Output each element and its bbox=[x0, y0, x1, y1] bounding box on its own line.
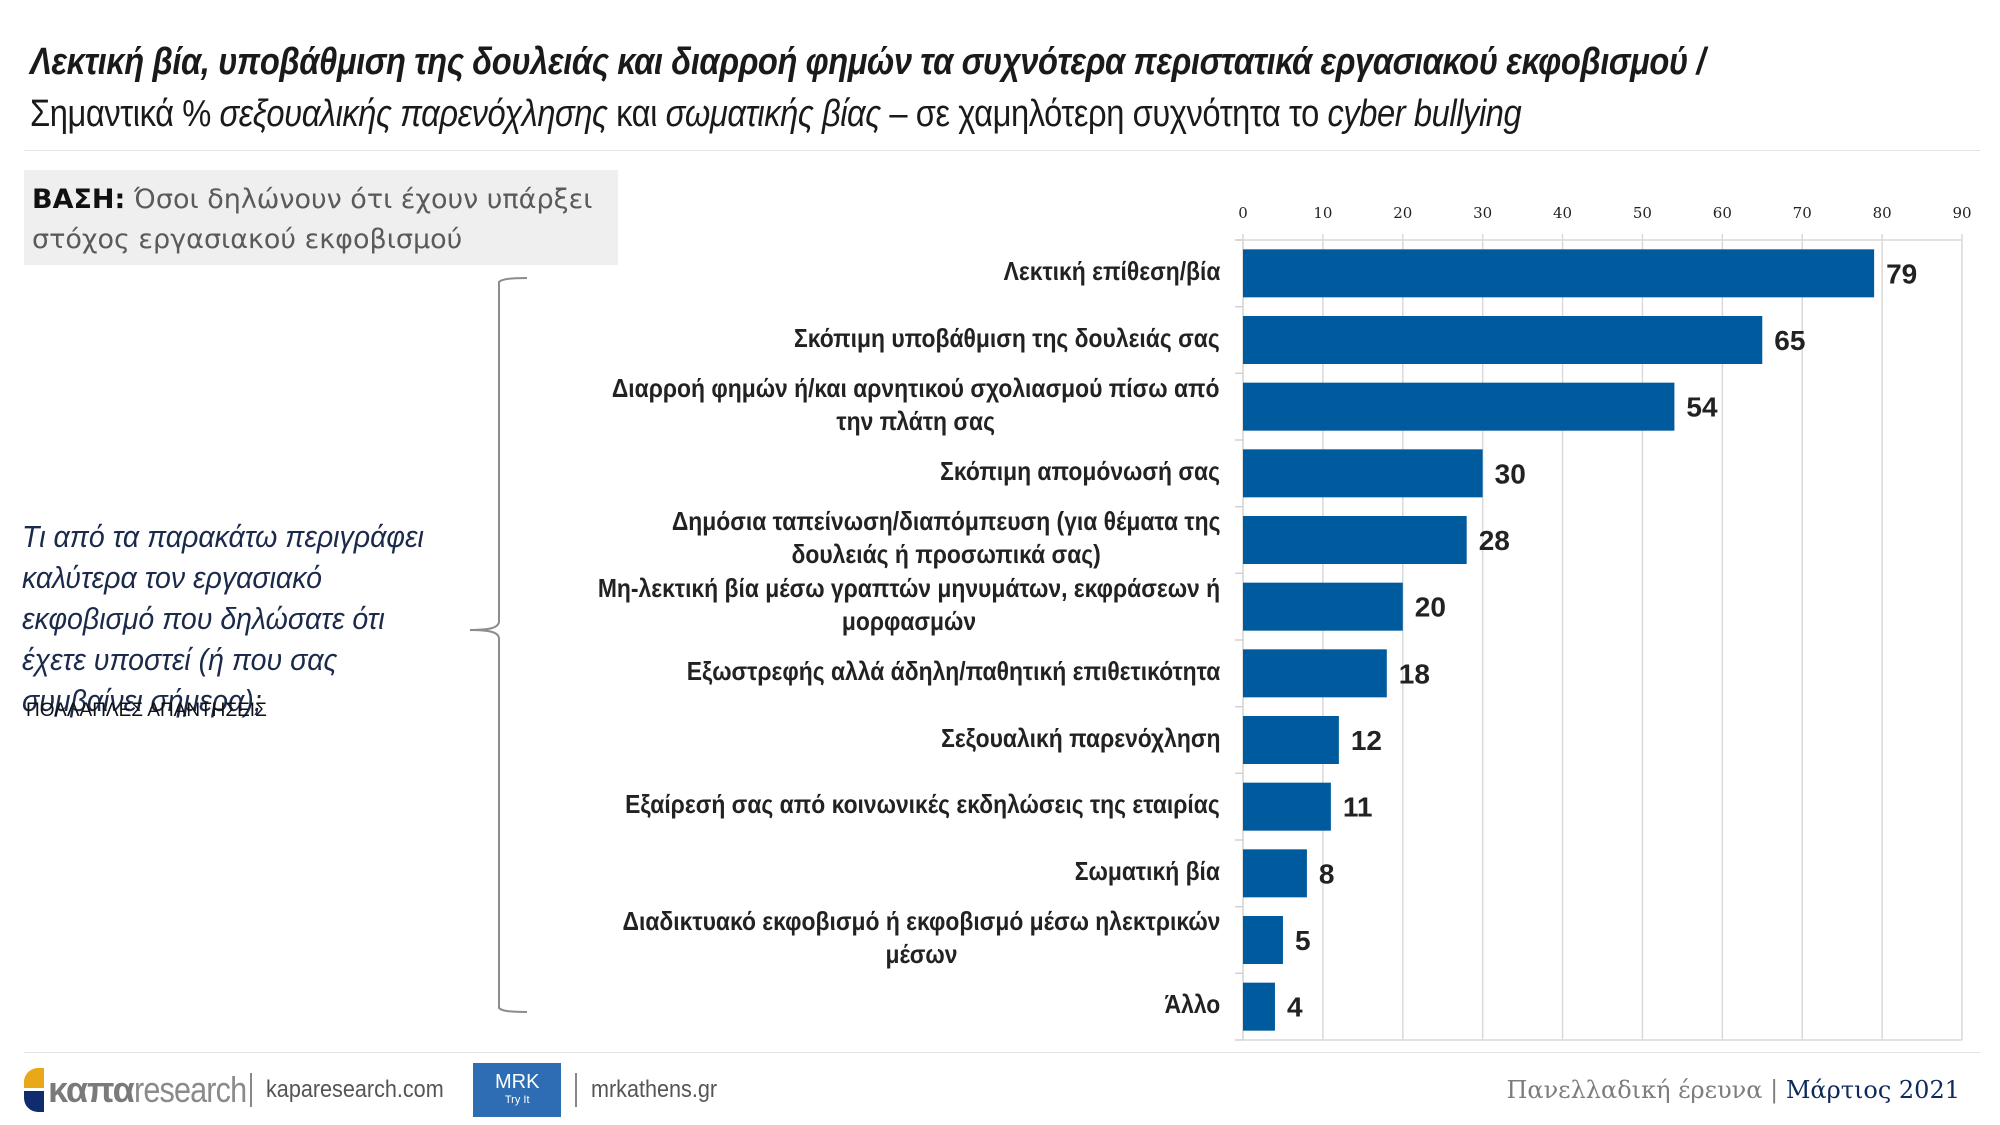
mrk-logo-subtitle: Try It bbox=[504, 1094, 530, 1106]
kapa-logo-icon bbox=[24, 1068, 44, 1112]
category-label-line: Διαδικτυακό εκφοβισμό ή εκφοβισμό μέσω η… bbox=[622, 906, 1220, 936]
category-label: Σωματική βία bbox=[1075, 855, 1220, 888]
question-text: Τι από τα παρακάτω περιγράφει καλύτερα τ… bbox=[22, 519, 424, 718]
data-label: 79 bbox=[1886, 258, 1917, 289]
curly-brace-icon bbox=[470, 277, 528, 1013]
x-tick-label: 40 bbox=[1553, 204, 1572, 222]
category-label: Διαδικτυακό εκφοβισμό ή εκφοβισμό μέσω η… bbox=[622, 905, 1220, 971]
bar bbox=[1243, 649, 1387, 698]
footer-divider bbox=[24, 1052, 1980, 1053]
category-label-line: Σεξουαλική παρενόχληση bbox=[940, 722, 1220, 753]
subtitle-part: cyber bullying bbox=[1327, 93, 1522, 135]
data-label: 28 bbox=[1479, 525, 1510, 556]
category-label-line: δουλειάς ή προσωπικά σας) bbox=[791, 539, 1101, 569]
logo-bold-text: καπα bbox=[48, 1069, 135, 1110]
category-label-line: μορφασμών bbox=[841, 605, 976, 636]
category-label-line: Μη-λεκτική βία μέσω γραπτών μηνυμάτων, ε… bbox=[597, 572, 1220, 603]
base-label: ΒΑΣΗ: bbox=[32, 184, 126, 215]
bar bbox=[1243, 982, 1275, 1031]
data-label: 4 bbox=[1287, 992, 1303, 1023]
subtitle-part: σεξουαλικής παρενόχλησης bbox=[219, 93, 608, 135]
data-label: 12 bbox=[1351, 725, 1382, 756]
x-tick-label: 90 bbox=[1952, 204, 1971, 222]
bar bbox=[1243, 249, 1875, 298]
category-label-line: μέσων bbox=[885, 939, 958, 969]
x-tick-label: 50 bbox=[1633, 204, 1652, 222]
category-label: Σεξουαλική παρενόχληση bbox=[941, 722, 1220, 755]
x-tick-label: 60 bbox=[1713, 204, 1732, 222]
footer-branding: καπα research kaparesearch.com MRK Try It… bbox=[24, 1062, 731, 1118]
survey-type: Πανελλαδική έρευνα bbox=[1506, 1076, 1763, 1104]
category-label-line: Λεκτική επίθεση/βία bbox=[1003, 255, 1220, 286]
bar bbox=[1243, 849, 1307, 898]
category-label: Μη-λεκτική βία μέσω γραπτών μηνυμάτων, ε… bbox=[598, 572, 1220, 638]
logo-light-text: research bbox=[133, 1069, 247, 1110]
category-label: Δημόσια ταπείνωση/διαπόμπευση (για θέματ… bbox=[671, 505, 1220, 571]
category-label-line: την πλάτη σας bbox=[836, 405, 996, 436]
category-label: Άλλο bbox=[1164, 988, 1220, 1021]
base-box: ΒΑΣΗ: Όσοι δηλώνουν ότι έχουν υπάρξει στ… bbox=[24, 170, 618, 265]
subtitle-part: – σε χαμηλότερη συχνότητα το bbox=[880, 93, 1328, 135]
subtitle-part: σωματικής βίας bbox=[665, 93, 882, 135]
mrk-logo: MRK Try It bbox=[473, 1063, 562, 1117]
base-text: ΒΑΣΗ: Όσοι δηλώνουν ότι έχουν υπάρξει στ… bbox=[32, 180, 622, 260]
data-label: 65 bbox=[1774, 325, 1805, 356]
title-line-2: Σημαντικά % σεξουαλικής παρενόχλησης και… bbox=[30, 88, 1705, 140]
mrk-logo-title: MRK bbox=[494, 1071, 540, 1093]
x-tick-label: 0 bbox=[1238, 204, 1248, 222]
bar bbox=[1243, 582, 1403, 631]
base-description: Όσοι δηλώνουν ότι έχουν υπάρξει στόχος ε… bbox=[32, 184, 593, 255]
bar bbox=[1243, 916, 1283, 964]
title-line-1: Λεκτική βία, υποβάθμιση της δουλειάς και… bbox=[30, 41, 1706, 83]
bar bbox=[1243, 716, 1339, 764]
category-label: Σκόπιμη υποβάθμιση της δουλειάς σας bbox=[794, 322, 1220, 355]
footer-separator bbox=[249, 1073, 252, 1107]
data-label: 54 bbox=[1686, 392, 1718, 423]
bar bbox=[1243, 382, 1675, 431]
bar bbox=[1243, 316, 1763, 364]
x-tick-label: 70 bbox=[1793, 204, 1812, 222]
multiple-answers-note: ΠΟΛΛΑΠΛΕΣ ΑΠΑΝΤΗΣΕΙΣ bbox=[26, 700, 267, 721]
slide-title: Λεκτική βία, υποβάθμιση της δουλειάς και… bbox=[30, 36, 1978, 140]
category-label-line: Δημόσια ταπείνωση/διαπόμπευση (για θέματ… bbox=[671, 506, 1220, 536]
footer-separator bbox=[575, 1073, 578, 1107]
bar bbox=[1243, 516, 1467, 564]
bar bbox=[1243, 449, 1483, 498]
x-tick-label: 80 bbox=[1873, 204, 1892, 222]
category-label-line: Άλλο bbox=[1164, 989, 1220, 1020]
data-label: 18 bbox=[1399, 658, 1430, 689]
data-label: 11 bbox=[1343, 792, 1373, 823]
data-label: 8 bbox=[1319, 858, 1335, 889]
category-label: Σκόπιμη απομόνωσή σας bbox=[940, 455, 1220, 488]
subtitle-part: Σημαντικά % bbox=[30, 93, 220, 135]
category-label: Διαρροή φημών ή/και αρνητικού σχολιασμού… bbox=[612, 372, 1220, 438]
survey-separator: | bbox=[1762, 1076, 1786, 1104]
header-divider bbox=[24, 150, 1980, 151]
bar bbox=[1243, 782, 1331, 831]
data-label: 20 bbox=[1415, 592, 1446, 623]
subtitle-part: και bbox=[607, 93, 666, 135]
category-label-line: Σκόπιμη απομόνωσή σας bbox=[940, 455, 1220, 486]
kaparesearch-link[interactable]: kaparesearch.com bbox=[265, 1076, 444, 1103]
category-label-line: Εξαίρεσή σας από κοινωνικές εκδηλώσεις τ… bbox=[625, 789, 1220, 820]
data-label: 5 bbox=[1295, 925, 1311, 956]
category-label-line: Διαρροή φημών ή/και αρνητικού σχολιασμού… bbox=[612, 372, 1220, 403]
category-label-line: Σκόπιμη υποβάθμιση της δουλειάς σας bbox=[794, 322, 1220, 353]
kapa-research-logo: καπα research bbox=[24, 1068, 247, 1112]
category-label-line: Σωματική βία bbox=[1074, 855, 1220, 886]
category-label-line: Εξωστρεφής αλλά άδηλη/παθητική επιθετικό… bbox=[686, 655, 1220, 686]
mrkathens-link[interactable]: mrkathens.gr bbox=[591, 1076, 718, 1103]
category-label: Εξαίρεσή σας από κοινωνικές εκδηλώσεις τ… bbox=[625, 788, 1220, 821]
category-label: Εξωστρεφής αλλά άδηλη/παθητική επιθετικό… bbox=[686, 655, 1220, 688]
x-tick-label: 10 bbox=[1313, 204, 1332, 222]
x-tick-label: 30 bbox=[1473, 204, 1492, 222]
data-label: 30 bbox=[1495, 458, 1526, 489]
survey-info: Πανελλαδική έρευνα | Μάρτιος 2021 bbox=[1506, 1076, 1960, 1104]
survey-date: Μάρτιος 2021 bbox=[1785, 1076, 1960, 1104]
category-label: Λεκτική επίθεση/βία bbox=[1003, 255, 1220, 288]
x-tick-label: 20 bbox=[1393, 204, 1412, 222]
